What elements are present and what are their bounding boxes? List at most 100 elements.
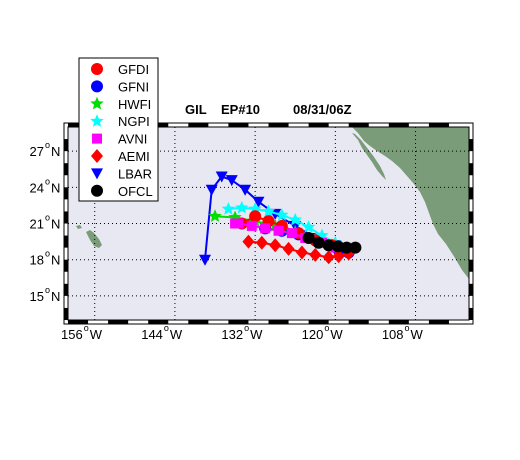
y-tick-number: 18: [30, 253, 44, 268]
y-tick-degree-symbol: o: [45, 176, 50, 186]
legend-label-ofcl: OFCL: [118, 184, 153, 199]
title-datetime: 08/31/06Z: [293, 102, 352, 117]
aemi-track-point: [242, 234, 255, 249]
y-tick-degree-symbol: o: [45, 213, 50, 223]
ngpi-track-point: [235, 200, 249, 214]
aemi-track-point: [269, 238, 282, 253]
frame-segment-bottom: [148, 320, 169, 324]
legend-entry-ngpi: NGPI: [90, 114, 150, 129]
frame-segment-bottom: [388, 320, 409, 324]
y-tick-degree-symbol: o: [45, 249, 50, 259]
legend-marker-gfdi: [91, 63, 103, 75]
x-tick-degree-symbol: o: [324, 323, 329, 333]
x-tick-label: 156 o W: [61, 323, 103, 342]
frame-segment-left: [64, 307, 68, 320]
aemi-track-point: [309, 247, 322, 262]
legend-label-avni: AVNI: [118, 132, 147, 147]
lbar-track-point: [225, 175, 238, 187]
x-tick-degree-symbol: o: [244, 323, 249, 333]
x-tick-degree-symbol: o: [164, 323, 169, 333]
legend-marker-ngpi: [90, 114, 104, 127]
legend-marker-avni: [92, 133, 102, 144]
lbar-track-point: [199, 254, 212, 266]
ngpi-track-point: [301, 220, 316, 233]
legend-label-gfni: GFNI: [118, 79, 149, 94]
frame-segment-bottom: [348, 320, 369, 324]
y-tick-hemisphere: N: [51, 180, 60, 195]
x-tick-number: 132: [221, 327, 243, 342]
frame-segment-top: [348, 123, 369, 127]
legend-entry-aemi: AEMI: [91, 149, 150, 164]
ofcl-track-point: [332, 240, 345, 253]
frame-segment-bottom: [308, 320, 329, 324]
legend-entry-gfdi: GFDI: [91, 62, 149, 77]
legend-entry-gfni: GFNI: [91, 79, 149, 94]
avni-track-point: [246, 220, 257, 231]
gfdi-track-point: [249, 210, 262, 223]
frame-segment-bottom: [188, 320, 209, 324]
mexico-mainland-land: [352, 127, 469, 279]
ngpi-track-line: [228, 206, 350, 251]
y-tick-degree-symbol: o: [45, 285, 50, 295]
y-tick-number: 21: [30, 217, 44, 232]
avni-track-point: [260, 223, 271, 234]
x-tick-label: 132 o W: [221, 323, 263, 342]
frame-segment-left: [64, 283, 68, 296]
frame-segment-left: [64, 163, 68, 176]
axis-labels: 156 o W 144 o W 132 o W 120 o W 108 o W15 o N18 o N21 o N24 o…: [30, 140, 424, 342]
legend-label-ngpi: NGPI: [118, 114, 150, 129]
legend-marker-hwfi: [90, 96, 104, 110]
frame-segment-left: [64, 187, 68, 200]
y-tick-number: 24: [30, 180, 44, 195]
frame-segment-top: [268, 123, 289, 127]
x-tick-hemisphere: W: [250, 327, 263, 342]
frame-segment-right: [469, 259, 473, 272]
frame-segment-left: [64, 139, 68, 152]
legend-box: [78, 57, 159, 202]
legend-entry-hwfi: HWFI: [90, 96, 151, 112]
frame-segment-right: [469, 307, 473, 320]
lbar-track-point: [205, 184, 218, 196]
ofcl-track-point: [322, 239, 335, 252]
frame-segment-bottom: [428, 320, 449, 324]
x-tick-hemisphere: W: [90, 327, 103, 342]
ngpi-track-point: [221, 202, 236, 215]
frame-segment-top: [188, 123, 209, 127]
y-tick-number: 27: [30, 144, 44, 159]
frame-segment-right: [469, 211, 473, 224]
y-tick-label: 24 o N: [30, 176, 61, 195]
x-tick-number: 120: [302, 327, 324, 342]
y-tick-number: 15: [30, 289, 44, 304]
frame-segment-bottom: [268, 320, 289, 324]
frame-segment-right: [469, 235, 473, 248]
y-tick-hemisphere: N: [51, 144, 60, 159]
x-tick-label: 144 o W: [141, 323, 183, 342]
frame-segment-right: [469, 283, 473, 296]
frame-segment-left: [64, 259, 68, 272]
hawaii-big-island-land: [86, 230, 102, 248]
y-tick-hemisphere: N: [51, 253, 60, 268]
baja-california-land: [352, 133, 386, 180]
ngpi-track-point: [261, 204, 276, 218]
aemi-track-point: [282, 241, 295, 256]
ngpi-track-point: [288, 212, 302, 226]
x-tick-degree-symbol: o: [84, 323, 89, 333]
x-tick-hemisphere: W: [411, 327, 424, 342]
legend-marker-lbar: [91, 168, 103, 180]
aemi-track-point: [255, 235, 268, 250]
frame-segment-top: [388, 123, 409, 127]
y-tick-degree-symbol: o: [45, 140, 50, 150]
legend-marker-gfni: [91, 80, 103, 93]
x-tick-number: 108: [382, 327, 404, 342]
x-tick-label: 108 o W: [382, 323, 424, 342]
ofcl-track-point: [312, 236, 325, 249]
ngpi-track-point: [275, 208, 289, 221]
y-tick-label: 21 o N: [30, 213, 61, 232]
y-tick-label: 18 o N: [30, 249, 61, 268]
frame-segment-top: [308, 123, 329, 127]
avni-track-point: [286, 228, 297, 239]
y-tick-label: 15 o N: [30, 285, 61, 304]
legend-label-lbar: LBAR: [118, 166, 152, 181]
legend: GFDI GFNI HWFI NGPI AVNI AEMI LBAR OFCL: [78, 57, 159, 202]
x-tick-number: 144: [141, 327, 163, 342]
